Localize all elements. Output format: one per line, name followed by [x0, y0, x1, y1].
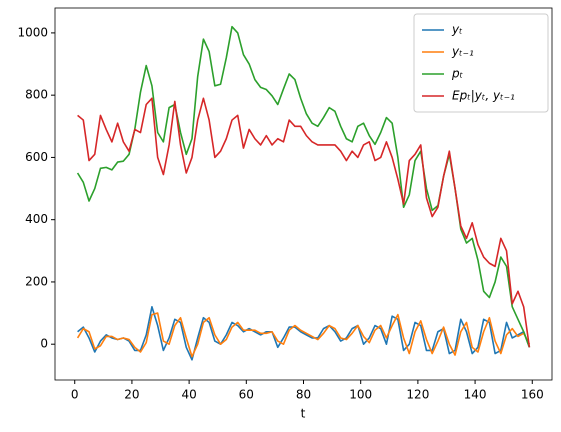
- x-axis-label: t: [301, 407, 306, 421]
- y-tick-label: 600: [25, 150, 48, 164]
- plot-frame: [54, 7, 553, 381]
- x-tick-label: 80: [296, 388, 311, 402]
- y-tick-label: 400: [25, 212, 48, 226]
- y-tick-label: 1000: [17, 25, 48, 39]
- legend-box: [413, 13, 549, 113]
- x-tick-label: 40: [181, 388, 196, 402]
- x-tick-label: 0: [71, 388, 79, 402]
- legend-label: yₜ: [451, 23, 463, 37]
- x-tick-label: 20: [124, 388, 139, 402]
- x-tick-label: 60: [239, 388, 254, 402]
- y-tick-label: 0: [40, 337, 48, 351]
- y-tick-label: 200: [25, 274, 48, 288]
- x-tick-label: 140: [464, 388, 487, 402]
- y-tick-label: 800: [25, 88, 48, 102]
- series-line: [77, 97, 531, 348]
- legend-label: yₜ₋₁: [451, 45, 474, 59]
- x-tick-label: 120: [406, 388, 429, 402]
- series-line: [77, 306, 531, 361]
- legend-label: Epₜ|yₜ, yₜ₋₁: [452, 89, 515, 103]
- series-line: [76, 312, 531, 358]
- x-tick-label: 100: [349, 388, 372, 402]
- x-tick-label: 160: [521, 388, 544, 402]
- legend-label: pₜ: [451, 67, 464, 81]
